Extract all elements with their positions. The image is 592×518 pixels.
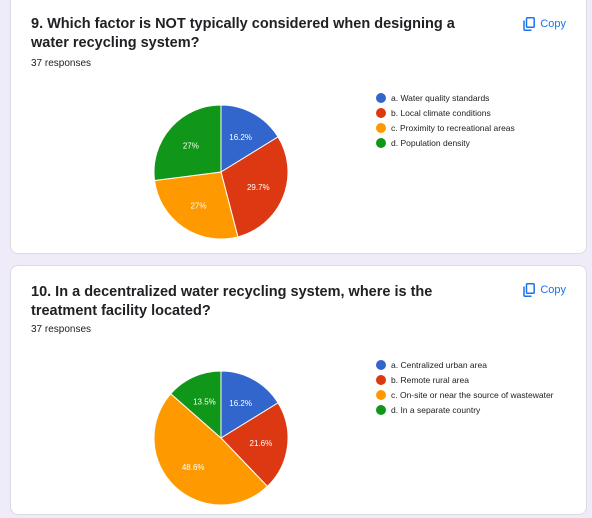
copy-button[interactable]: Copy — [523, 283, 566, 297]
slice-label: 48.6% — [182, 463, 205, 472]
question-card-9: 9. Which factor is NOT typically conside… — [10, 0, 587, 254]
legend-label: b. Local climate conditions — [391, 108, 491, 118]
legend-label: a. Water quality standards — [391, 93, 490, 103]
slice-label: 21.6% — [250, 439, 273, 448]
legend-item: a. Water quality standards — [376, 93, 556, 104]
legend-item: a. Centralized urban area — [376, 360, 556, 371]
slice-label: 27% — [183, 141, 199, 150]
pie-chart: 16.2% 29.7% 27% 27% — [153, 104, 289, 240]
legend-item: c. Proximity to recreational areas — [376, 123, 556, 134]
legend-item: d. Population density — [376, 138, 556, 149]
response-count: 37 responses — [31, 324, 92, 335]
legend-swatch — [376, 390, 386, 400]
legend-item: c. On-site or near the source of wastewa… — [376, 390, 556, 401]
slice-label: 16.2% — [229, 133, 252, 142]
slice-label: 16.2% — [229, 399, 252, 408]
question-title: 9. Which factor is NOT typically conside… — [31, 16, 455, 51]
pie-slice[interactable] — [153, 171, 239, 240]
copy-label: Copy — [540, 284, 566, 296]
pie-slice[interactable] — [220, 136, 289, 238]
copy-button[interactable]: Copy — [523, 17, 566, 31]
legend-label: c. On-site or near the source of wastewa… — [391, 390, 554, 400]
pie-slice[interactable] — [220, 104, 279, 173]
legend-swatch — [376, 93, 386, 103]
pie-slice[interactable] — [169, 370, 222, 440]
copy-label: Copy — [540, 18, 566, 30]
legend-swatch — [376, 360, 386, 370]
legend-item: d. In a separate country — [376, 405, 556, 416]
pie-slice[interactable] — [220, 370, 279, 439]
legend-item: b. Remote rural area — [376, 375, 556, 386]
legend-swatch — [376, 138, 386, 148]
legend-item: b. Local climate conditions — [376, 108, 556, 119]
legend-swatch — [376, 375, 386, 385]
chart-legend: a. Water quality standards b. Local clima… — [376, 93, 556, 153]
legend-swatch — [376, 108, 386, 118]
chart-legend: a. Centralized urban area b. Remote rural… — [376, 360, 556, 420]
legend-label: b. Remote rural area — [391, 375, 469, 385]
legend-label: d. In a separate country — [391, 405, 481, 415]
legend-label: c. Proximity to recreational areas — [391, 123, 515, 133]
response-count: 37 responses — [31, 58, 92, 69]
legend-swatch — [376, 405, 386, 415]
slice-label: 13.5% — [193, 397, 216, 406]
pie-slice[interactable] — [153, 104, 222, 182]
slice-label: 29.7% — [247, 183, 270, 192]
pie-chart: 16.2% 21.6% 48.6% 13.5% — [153, 370, 289, 506]
pie-slice[interactable] — [220, 402, 289, 488]
legend-label: d. Population density — [391, 138, 470, 148]
question-title: 10. In a decentralized water recycling s… — [31, 284, 433, 319]
legend-label: a. Centralized urban area — [391, 360, 487, 370]
legend-swatch — [376, 123, 386, 133]
copy-icon — [523, 17, 536, 31]
pie-slice[interactable] — [153, 393, 269, 506]
question-card-10: 10. In a decentralized water recycling s… — [10, 265, 587, 515]
copy-icon — [523, 283, 536, 297]
slice-label: 27% — [190, 201, 206, 210]
